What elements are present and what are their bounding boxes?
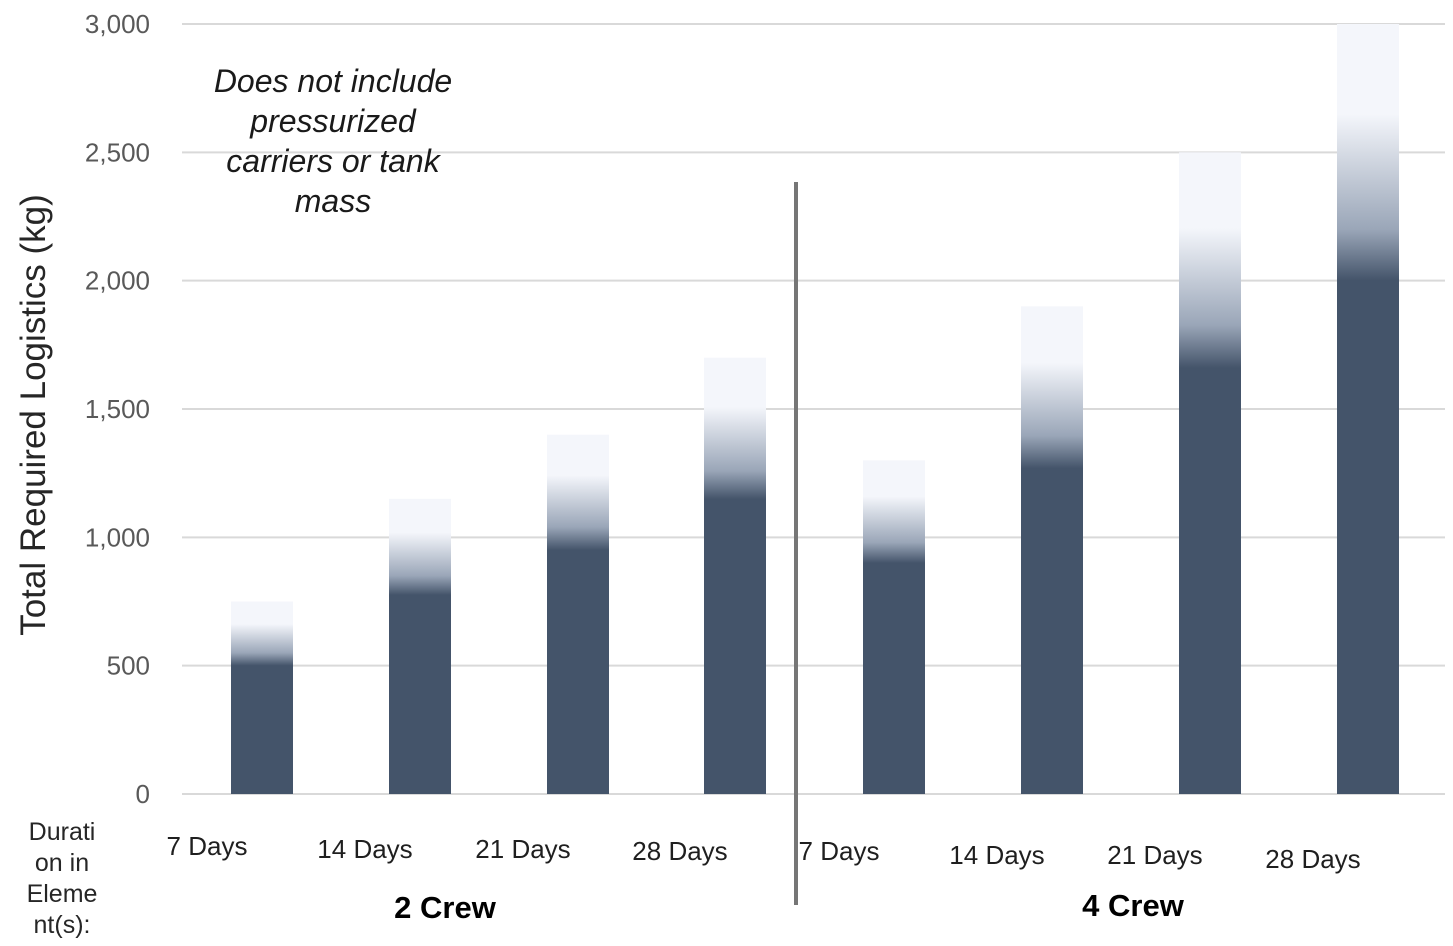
x-category-label: 21 Days (475, 834, 570, 864)
duration-label-line: Durati (29, 818, 96, 846)
y-tick-label: 0 (136, 779, 150, 809)
x-category-label: 14 Days (949, 840, 1044, 870)
y-tick-label: 1,000 (85, 522, 150, 552)
bar-2-crew-7-days (231, 601, 293, 794)
bar-2-crew-28-days (704, 357, 766, 794)
bar-2-crew-14-days (389, 498, 451, 794)
duration-label-line: nt(s): (34, 911, 91, 939)
x-category-label: 28 Days (1265, 844, 1360, 874)
y-tick-label: 3,000 (85, 9, 150, 39)
annotation-line: carriers or tank (226, 143, 441, 179)
y-tick-label: 2,000 (85, 266, 150, 296)
annotation-line: mass (295, 183, 371, 219)
bar-4-crew-7-days (863, 460, 925, 794)
bar-2-crew-21-days (547, 434, 609, 794)
x-category-label: 7 Days (167, 831, 248, 861)
x-category-label: 21 Days (1107, 840, 1202, 870)
x-category-label: 28 Days (632, 836, 727, 866)
bar-4-crew-28-days (1337, 24, 1399, 794)
bar-layer (231, 24, 1399, 795)
group-label-2-crew: 2 Crew (394, 890, 497, 925)
label-layer: 7 Days 14 Days 21 Days 28 Days 7 Days 14 Days… (167, 831, 1361, 925)
grid-layer: 0 500 1,000 1,500 2,000 2,500 3,000 (85, 9, 1445, 809)
x-category-label: 14 Days (317, 834, 412, 864)
y-tick-label: 1,500 (85, 394, 150, 424)
group-label-4-crew: 4 Crew (1082, 888, 1185, 923)
y-tick-label: 500 (107, 651, 150, 681)
duration-row-label: Durati on in Eleme nt(s): (27, 818, 98, 939)
y-axis-label: Total Required Logistics (kg) (14, 194, 53, 636)
y-tick-label: 2,500 (85, 137, 150, 167)
annotation-line: pressurized (249, 103, 417, 139)
annotation-line: Does not include (214, 63, 452, 99)
duration-label-line: Eleme (27, 880, 98, 908)
x-category-label: 7 Days (799, 836, 880, 866)
annotation-note: Does not include pressurized carriers or t… (214, 63, 452, 219)
bar-4-crew-14-days (1021, 306, 1083, 794)
duration-label-line: on in (35, 849, 89, 877)
bar-4-crew-21-days (1179, 152, 1241, 795)
